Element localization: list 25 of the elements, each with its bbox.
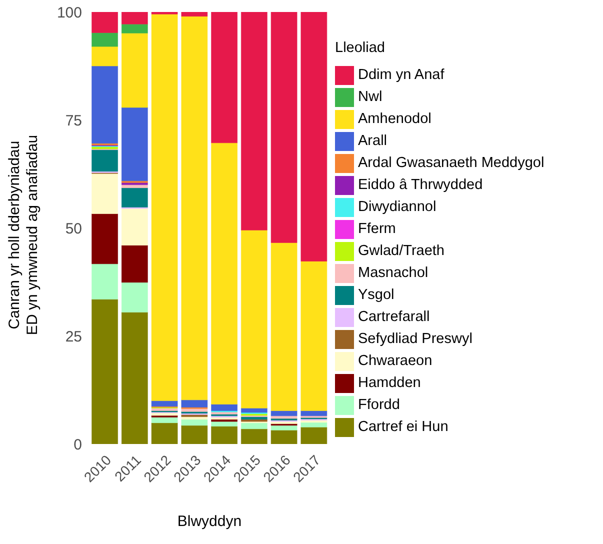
legend-label: Ardal Gwasanaeth Meddygol [358, 155, 544, 171]
legend-label: Eiddo â Thrwydded [358, 177, 483, 193]
legend-label: Nwl [358, 89, 382, 105]
y-tick-label: 25 [65, 328, 82, 346]
legend-label: Ysgol [358, 287, 394, 303]
legend-label: Hamdden [358, 375, 421, 391]
y-axis-title: Canran yr holl dderbyniadau ED yn ymwneud ag anafiadau [6, 134, 41, 336]
y-tick-label: 50 [65, 220, 82, 238]
legend-label: Masnachol [358, 265, 428, 281]
legend-label: Diwydiannol [358, 199, 436, 215]
legend-label: Cartref ei Hun [358, 419, 448, 435]
legend-label: Ddim yn Anaf [358, 67, 444, 83]
legend-label: Arall [358, 133, 388, 149]
legend-label: Gwlad/Traeth [358, 243, 444, 259]
legend-label: Chwaraeon [358, 353, 432, 369]
legend-label: Fferm [358, 221, 396, 237]
legend-label: Sefydliad Preswyl [358, 331, 472, 347]
legend-label: Ffordd [358, 397, 400, 413]
legend-title: Lleoliad [335, 40, 385, 56]
y-tick-label: 100 [56, 4, 82, 22]
legend-label: Amhenodol [358, 111, 432, 127]
y-tick-label: 0 [74, 436, 82, 454]
legend-label: Cartrefarall [358, 309, 430, 325]
x-axis-title: Blwyddyn [177, 513, 242, 530]
y-tick-label: 75 [65, 112, 82, 130]
